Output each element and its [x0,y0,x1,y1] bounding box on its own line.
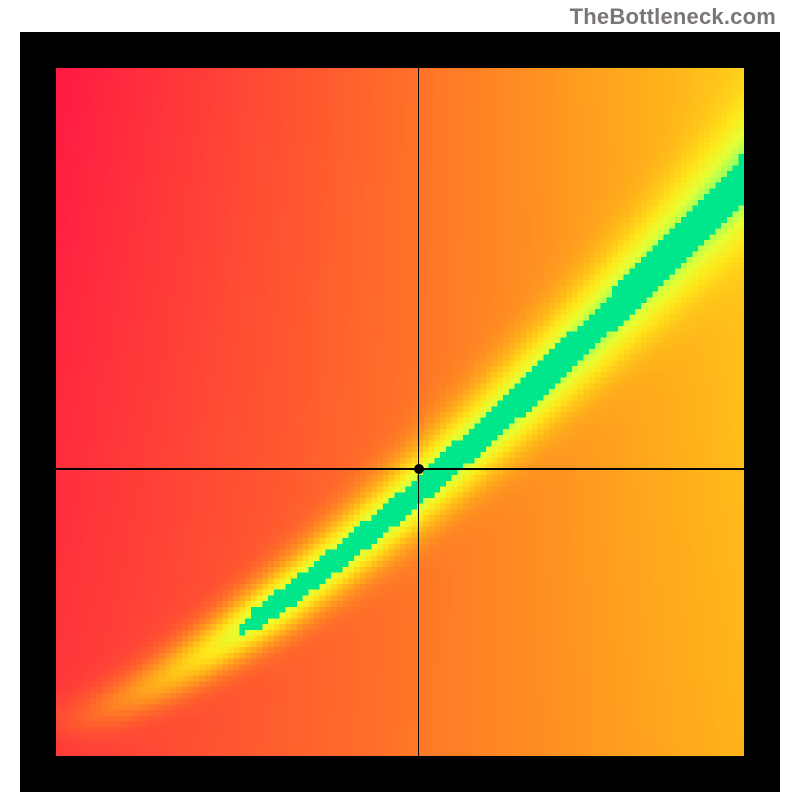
plot-outer-frame [20,32,780,792]
crosshair-horizontal-line [56,468,744,470]
chart-container: { "watermark": { "text": "TheBottleneck.… [0,0,800,800]
crosshair-vertical-line [418,68,420,756]
heatmap-canvas [56,68,744,756]
crosshair-dot [414,464,424,474]
plot-heatmap-area [56,68,744,756]
watermark-text: TheBottleneck.com [570,4,776,30]
